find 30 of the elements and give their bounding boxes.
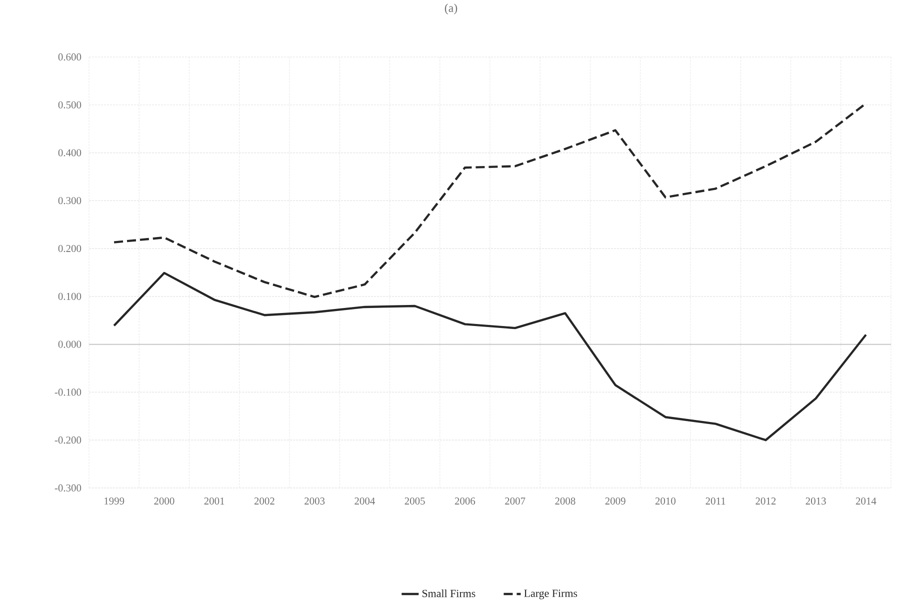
y-tick-label: 0.300 xyxy=(58,197,82,204)
x-tick-label: 2001 xyxy=(204,498,224,505)
x-tick-label: 2007 xyxy=(505,498,526,505)
x-tick-label: 2000 xyxy=(154,498,174,505)
y-tick-label: -0.300 xyxy=(54,484,82,492)
x-tick-label: 2005 xyxy=(404,498,425,505)
y-tick-label: 0.200 xyxy=(58,244,82,252)
x-tick-label: 2002 xyxy=(254,498,274,505)
y-tick-label: 0.500 xyxy=(58,101,82,108)
chart-title: (a) xyxy=(444,4,458,14)
y-tick-label: 0.100 xyxy=(58,292,82,300)
line-series xyxy=(112,272,868,442)
y-tick-label: 0.400 xyxy=(58,149,82,156)
x-tick-label: 1999 xyxy=(104,498,124,505)
y-tick-label: -0.200 xyxy=(54,436,82,444)
x-tick-label: 2014 xyxy=(856,498,876,505)
legend-label: Small Firms xyxy=(422,589,476,598)
legend-label: Large Firms xyxy=(524,590,578,600)
y-tick-label: -0.100 xyxy=(54,388,82,396)
y-tick-label: 0.600 xyxy=(58,53,82,61)
x-tick-label: 2013 xyxy=(806,498,826,505)
x-tick-label: 2012 xyxy=(756,498,776,505)
x-tick-label: 2003 xyxy=(304,498,325,505)
x-tick-label: 2009 xyxy=(605,498,626,505)
x-tick-label: 2008 xyxy=(555,498,576,505)
y-tick-label: 0.000 xyxy=(58,340,82,348)
x-tick-label: 2011 xyxy=(706,498,726,505)
x-tick-label: 2004 xyxy=(354,498,375,505)
x-tick-label: 2010 xyxy=(655,498,676,505)
x-tick-label: 2006 xyxy=(454,498,476,505)
